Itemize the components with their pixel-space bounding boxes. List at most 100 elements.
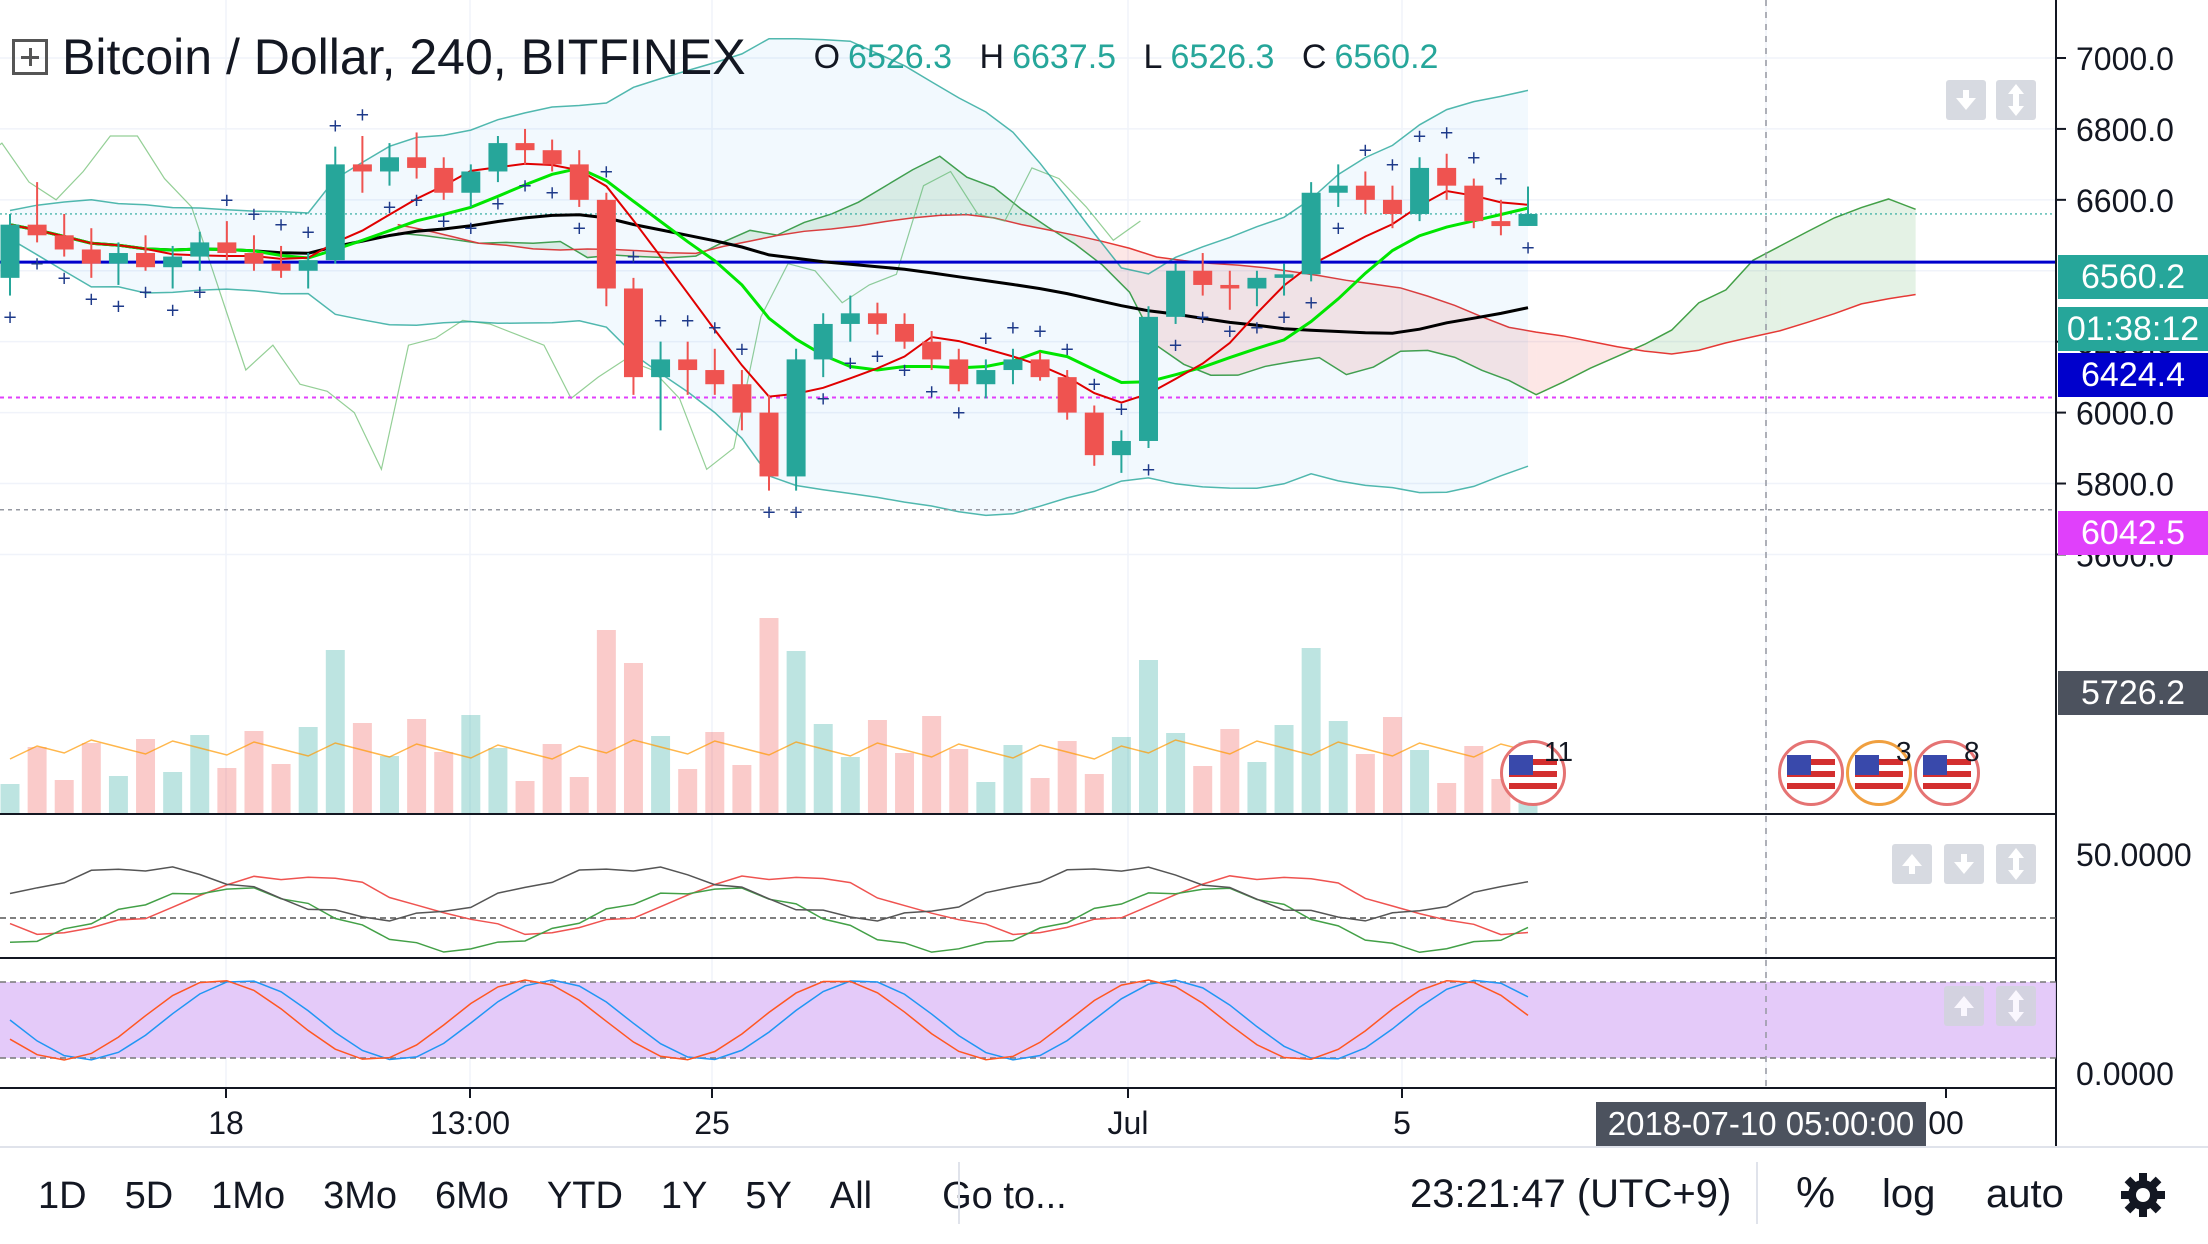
candle-body <box>488 143 508 172</box>
event-count: 8 <box>1964 736 1980 767</box>
range-all-button[interactable]: All <box>829 1174 873 1217</box>
volume-bar <box>108 776 128 814</box>
cloud-segment <box>1373 284 1401 368</box>
candles[interactable] <box>0 128 1538 491</box>
open-label: O <box>813 37 841 76</box>
candle-body <box>163 256 183 268</box>
countdown-tag: 01:38:12 <box>2058 307 2208 351</box>
us-flag-event-icon[interactable] <box>1914 740 1980 806</box>
candle-body <box>1166 270 1186 317</box>
volume-bar <box>217 768 237 814</box>
percent-scale-button[interactable]: % <box>1796 1168 1836 1217</box>
range-ytd-button[interactable]: YTD <box>546 1174 623 1217</box>
sar-marker: + <box>951 403 966 424</box>
volume-bar <box>1274 725 1294 814</box>
sar-marker: + <box>328 115 343 136</box>
sar-marker: + <box>1222 321 1237 342</box>
goto-button[interactable]: Go to... <box>942 1174 1067 1217</box>
price-chart[interactable]: + + + + + + + + + + + + + + + + + + + + + + + + + + + + + + + + + + + + + + + +… <box>0 0 2208 1146</box>
volume-bar <box>407 719 427 814</box>
sar-marker: + <box>355 105 370 126</box>
sar-marker: + <box>1033 321 1048 342</box>
us-flag-event-icon[interactable] <box>1846 740 1912 806</box>
volume-bar <box>786 651 806 814</box>
us-flag-event-icon[interactable] <box>1500 740 1566 806</box>
dmi-plus <box>9 887 1529 954</box>
scale-button[interactable] <box>1996 80 2036 120</box>
log-scale-button[interactable]: log <box>1882 1172 1936 1216</box>
ma-mid <box>9 166 1529 385</box>
sar-marker: + <box>1249 317 1264 338</box>
stoch-d <box>9 979 1529 1061</box>
cloud-segment <box>993 187 1022 225</box>
cloud-segment <box>1807 217 1835 323</box>
volume-bar <box>623 663 643 814</box>
sar-marker: + <box>246 204 261 225</box>
dmi-pane[interactable] <box>0 866 2056 954</box>
sar-marker: + <box>572 218 587 239</box>
last-price-tag: 6560.2 <box>2058 255 2208 299</box>
price-tick-label: 7000.0 <box>2076 41 2174 77</box>
candle-body <box>786 359 806 477</box>
sar-marker: + <box>1466 147 1481 168</box>
volume-bar <box>1166 733 1186 814</box>
cloud-segment <box>1590 341 1618 369</box>
candle-body <box>569 164 589 200</box>
price-axis[interactable]: 7000.06800.06600.06200.06000.05800.05600… <box>2056 41 2192 1092</box>
stoch-rsi-pane[interactable] <box>0 979 2056 1061</box>
sar-marker: + <box>111 296 126 317</box>
volume-bar <box>1003 745 1023 814</box>
volume-bar <box>705 732 725 814</box>
candle-body <box>461 171 481 193</box>
range-1y-button[interactable]: 1Y <box>660 1174 708 1217</box>
range-3mo-button[interactable]: 3Mo <box>323 1174 397 1217</box>
volume-bar <box>542 744 562 814</box>
candle-body <box>976 370 996 385</box>
cloud-segment <box>1698 289 1726 351</box>
pane-scale-button[interactable] <box>1996 844 2036 884</box>
sar-marker: + <box>761 502 776 523</box>
candle-body <box>678 359 698 371</box>
gear-icon[interactable] <box>2118 1170 2168 1220</box>
rsi-band <box>0 982 2056 1058</box>
expand-icon[interactable] <box>12 39 48 75</box>
candle-body <box>1301 192 1321 275</box>
sar-marker: + <box>707 317 722 338</box>
volume-bar <box>352 723 372 814</box>
rsi-scale-button[interactable] <box>1996 986 2036 1026</box>
candle-body <box>732 384 752 413</box>
sar-marker: + <box>1493 169 1508 190</box>
volume-bar <box>190 735 210 814</box>
volume-bar <box>867 720 887 814</box>
price-lines <box>0 213 2056 511</box>
volume-bar <box>976 782 996 814</box>
time-axis[interactable]: 18 13:00 25 Jul 5 00 <box>208 1088 1964 1141</box>
range-5y-button[interactable]: 5Y <box>745 1174 792 1217</box>
range-1d-button[interactable]: 1D <box>38 1174 87 1217</box>
range-1mo-button[interactable]: 1Mo <box>211 1174 286 1217</box>
us-flag-event-icon[interactable] <box>1778 740 1844 806</box>
volume-bar <box>298 727 318 814</box>
pane-down-button[interactable] <box>1944 844 1984 884</box>
main-pane[interactable] <box>0 0 2056 814</box>
cloud-segment <box>533 241 561 250</box>
rsi-up-button[interactable] <box>1944 986 1984 1026</box>
scroll-down-button[interactable] <box>1946 80 1986 120</box>
indicator-tick-label: 0.0000 <box>2076 1056 2174 1092</box>
cloud-segment <box>1536 332 1564 395</box>
auto-scale-button[interactable]: auto <box>1986 1172 2064 1216</box>
sar-marker: + <box>463 218 478 239</box>
pane-up-button[interactable] <box>1892 844 1932 884</box>
candle-body <box>1030 359 1050 378</box>
sar-marker: + <box>816 388 831 409</box>
range-6mo-button[interactable]: 6Mo <box>435 1174 509 1217</box>
sar-marker: + <box>924 381 939 402</box>
clock-readout[interactable]: 23:21:47 (UTC+9) <box>1410 1172 1732 1216</box>
symbol-title[interactable]: Bitcoin / Dollar, 240, BITFINEX <box>62 29 746 85</box>
range-5d-button[interactable]: 5D <box>124 1174 174 1217</box>
volume-bar <box>1084 774 1104 814</box>
candle-body <box>759 412 779 477</box>
sar-marker: + <box>626 247 641 268</box>
sar-marker: + <box>1141 459 1156 480</box>
volume-bar <box>434 752 454 814</box>
